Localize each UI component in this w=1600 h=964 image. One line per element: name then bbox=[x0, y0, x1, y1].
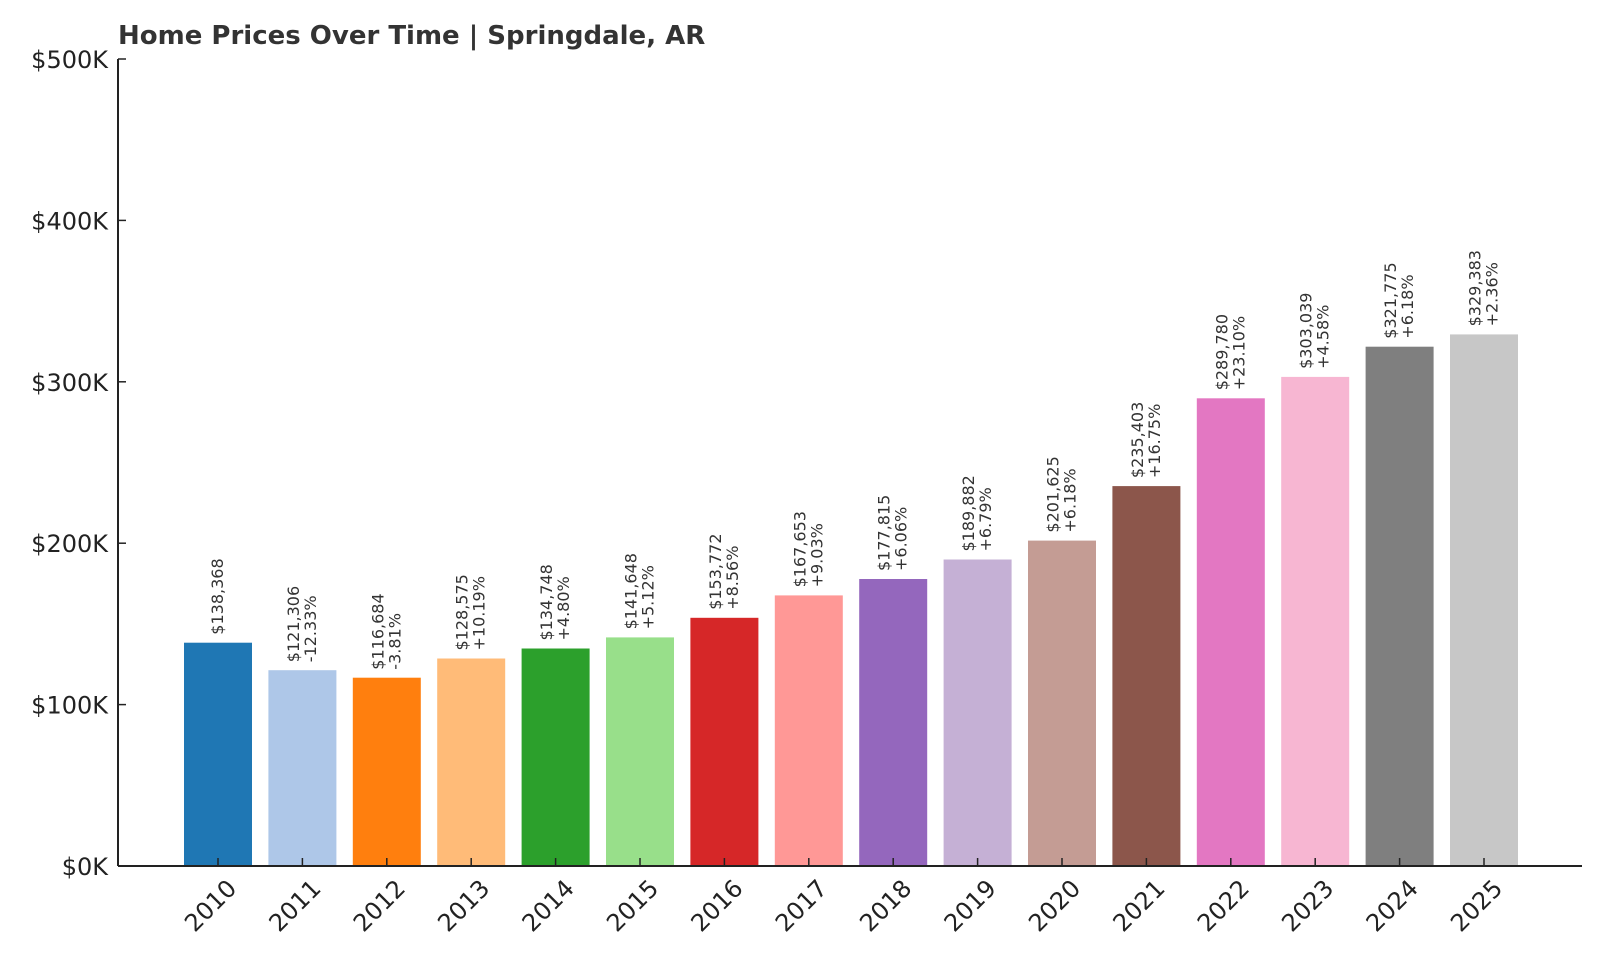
xtick-label-2020: 2020 bbox=[1023, 874, 1086, 937]
change-label-2021: +16.75% bbox=[1145, 404, 1164, 478]
change-label-2020: +6.18% bbox=[1061, 468, 1080, 532]
value-label-2018: $177,815 bbox=[875, 495, 894, 571]
bar-2020 bbox=[1028, 540, 1096, 866]
value-label-2014: $134,748 bbox=[537, 564, 556, 640]
bar-2018 bbox=[859, 579, 928, 866]
change-label-2013: +10.19% bbox=[470, 576, 489, 650]
ytick-label-3: $300K bbox=[31, 369, 109, 397]
value-label-2016: $153,772 bbox=[706, 533, 725, 609]
xtick-label-2015: 2015 bbox=[601, 874, 664, 937]
xtick-label-2021: 2021 bbox=[1108, 874, 1171, 937]
value-label-2025: $329,383 bbox=[1466, 250, 1485, 326]
value-label-2017: $167,653 bbox=[790, 511, 809, 587]
bars-layer bbox=[184, 334, 1518, 866]
chart-title: Home Prices Over Time | Springdale, AR bbox=[118, 21, 705, 51]
bar-2019 bbox=[943, 559, 1012, 866]
change-label-2011: -12.33% bbox=[301, 595, 320, 662]
xtick-label-2013: 2013 bbox=[432, 874, 495, 937]
xtick-label-2018: 2018 bbox=[854, 874, 917, 937]
xtick-label-2012: 2012 bbox=[348, 874, 411, 937]
change-label-2016: +8.56% bbox=[723, 546, 742, 610]
change-label-2023: +4.58% bbox=[1314, 305, 1333, 369]
value-label-2022: $289,780 bbox=[1212, 314, 1231, 390]
xtick-label-2016: 2016 bbox=[686, 874, 749, 937]
value-label-2023: $303,039 bbox=[1297, 293, 1316, 369]
xtick-label-2022: 2022 bbox=[1192, 874, 1255, 937]
change-label-2025: +2.36% bbox=[1483, 262, 1502, 326]
change-label-2022: +23.10% bbox=[1229, 316, 1248, 390]
bar-2012 bbox=[352, 677, 421, 866]
change-label-2018: +6.06% bbox=[892, 507, 911, 571]
change-label-2024: +6.18% bbox=[1398, 274, 1417, 338]
bar-2022 bbox=[1196, 398, 1265, 866]
xtick-label-2010: 2010 bbox=[179, 874, 242, 937]
change-label-2014: +4.80% bbox=[554, 576, 573, 640]
value-label-2021: $235,403 bbox=[1128, 402, 1147, 478]
ytick-label-2: $200K bbox=[31, 530, 109, 558]
ytick-label-5: $500K bbox=[31, 46, 109, 74]
bar-2017 bbox=[774, 595, 843, 866]
bar-2016 bbox=[690, 617, 759, 866]
xtick-label-2014: 2014 bbox=[517, 874, 580, 937]
bar-2024 bbox=[1365, 346, 1434, 866]
value-label-2012: $116,684 bbox=[368, 593, 387, 669]
value-label-2010: $138,368 bbox=[208, 558, 227, 634]
bar-2013 bbox=[437, 658, 506, 866]
value-label-2011: $121,306 bbox=[284, 586, 303, 662]
bar-2021 bbox=[1112, 486, 1181, 866]
bar-2011 bbox=[268, 670, 337, 866]
ytick-label-1: $100K bbox=[31, 692, 109, 720]
value-label-2019: $189,882 bbox=[959, 475, 978, 551]
bar-2010 bbox=[184, 642, 252, 866]
ytick-label-0: $0K bbox=[62, 853, 110, 881]
value-label-2013: $128,575 bbox=[453, 574, 472, 650]
bar-labels-layer: $138,368 $121,306-12.33% $116,684-3.81% $12… bbox=[208, 250, 1502, 670]
change-label-2012: -3.81% bbox=[385, 613, 404, 670]
bar-2014 bbox=[521, 648, 590, 866]
xtick-label-2023: 2023 bbox=[1276, 874, 1339, 937]
bar-2025 bbox=[1450, 334, 1518, 866]
change-label-2015: +5.12% bbox=[639, 565, 658, 629]
value-label-2024: $321,775 bbox=[1381, 262, 1400, 338]
xtick-label-2025: 2025 bbox=[1445, 874, 1508, 937]
xtick-label-2019: 2019 bbox=[939, 874, 1002, 937]
change-label-2017: +9.03% bbox=[807, 523, 826, 587]
xtick-label-2011: 2011 bbox=[264, 874, 327, 937]
bar-2015 bbox=[606, 637, 674, 866]
xtick-label-2024: 2024 bbox=[1361, 874, 1424, 937]
ytick-label-4: $400K bbox=[31, 207, 109, 235]
xtick-label-2017: 2017 bbox=[770, 874, 833, 937]
value-label-2020: $201,625 bbox=[1044, 456, 1063, 532]
change-label-2019: +6.79% bbox=[976, 487, 995, 551]
bar-2023 bbox=[1281, 376, 1350, 866]
value-label-2015: $141,648 bbox=[622, 553, 641, 629]
